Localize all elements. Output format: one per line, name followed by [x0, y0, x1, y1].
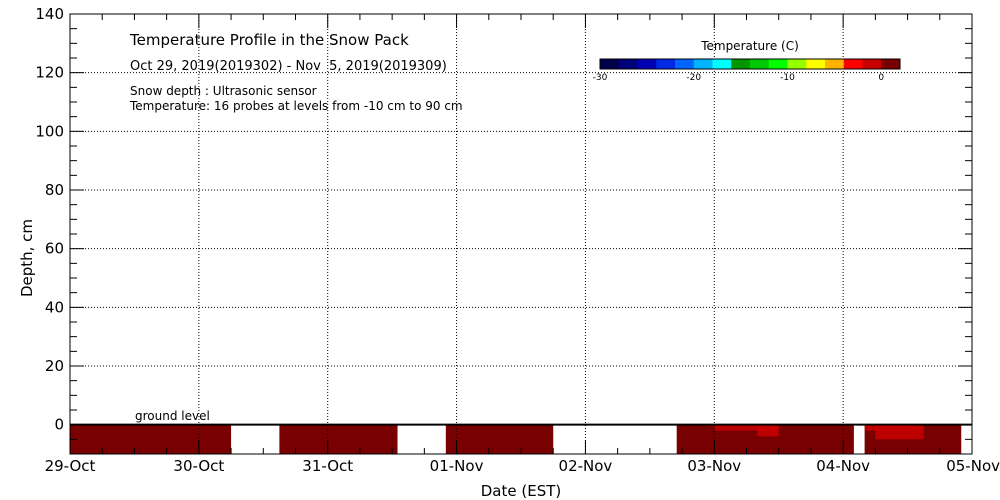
colorbar-swatch [637, 59, 657, 69]
colorbar-swatch [825, 59, 845, 69]
colorbar-swatch [862, 59, 882, 69]
y-tick-label: 120 [35, 64, 64, 82]
ground-level-label: ground level [135, 409, 210, 423]
note-snow-depth: Snow depth : Ultrasonic sensor [130, 84, 317, 98]
colorbar-swatch [600, 59, 620, 69]
colorbar-swatch [843, 59, 863, 69]
y-axis-label: Depth, cm [18, 219, 36, 297]
y-tick-label: 80 [45, 181, 64, 199]
x-tick-label: 05-Nov [946, 457, 1000, 475]
y-tick-label: 0 [54, 416, 64, 434]
y-tick-label: 60 [45, 240, 64, 258]
note-temperature: Temperature: 16 probes at levels from -1… [129, 99, 463, 113]
x-axis-label: Date (EST) [481, 482, 562, 500]
colorbar-swatch [768, 59, 788, 69]
colorbar [599, 58, 901, 70]
grid-lines [70, 14, 972, 454]
axis-ticks [69, 13, 973, 455]
chart-subtitle: Oct 29, 2019(2019302) - Nov 5, 2019(2019… [130, 59, 447, 74]
cooler-patches [714, 424, 924, 440]
x-tick-label: 01-Nov [430, 457, 484, 475]
colorbar-swatch [656, 59, 676, 69]
colorbar-frame [599, 58, 901, 70]
y-tick-label: 20 [45, 357, 64, 375]
x-tick-label: 02-Nov [559, 457, 613, 475]
colorbar-tick-label: -20 [686, 73, 701, 83]
colorbar-swatch [806, 59, 826, 69]
temperature-block [445, 424, 554, 454]
x-tick-label: 30-Oct [173, 457, 224, 475]
colorbar-swatch [618, 59, 638, 69]
colorbar-swatch [712, 59, 732, 69]
x-tick-label: 04-Nov [816, 457, 870, 475]
colorbar-swatch [675, 59, 695, 69]
x-tick-label: 03-Nov [687, 457, 741, 475]
cooler-patch [757, 424, 779, 437]
y-tick-label: 40 [45, 298, 64, 316]
y-tick-label: 100 [35, 122, 64, 140]
x-tick-labels: 29-Oct 30-Oct 31-Oct 01-Nov 02-Nov 03-Nov 04-N… [45, 457, 1000, 475]
colorbar-tick-label: -10 [780, 73, 795, 83]
cooler-patch [875, 424, 924, 440]
cooler-patch [714, 424, 779, 431]
colorbar-swatch [750, 59, 770, 69]
plot-frame [69, 13, 973, 455]
x-tick-label: 31-Oct [302, 457, 353, 475]
colorbar-swatch [881, 59, 901, 69]
temperature-block [70, 424, 232, 454]
colorbar-tick-label: -30 [593, 73, 608, 83]
temperature-block [279, 424, 398, 454]
temperature-blocks [70, 424, 962, 454]
colorbar-swatch [693, 59, 713, 69]
chart-title: Temperature Profile in the Snow Pack [129, 31, 409, 49]
colorbar-swatch [731, 59, 751, 69]
x-tick-label: 29-Oct [45, 457, 96, 475]
y-tick-labels: 0 20 40 60 80 100 120 140 [35, 5, 64, 434]
colorbar-title: Temperature (C) [700, 39, 799, 53]
colorbar-swatch [787, 59, 807, 69]
colorbar-tick-label: 0 [878, 73, 884, 83]
colorbar-tick-labels: -30 -20 -10 0 [593, 73, 885, 83]
y-tick-label: 140 [35, 5, 64, 23]
